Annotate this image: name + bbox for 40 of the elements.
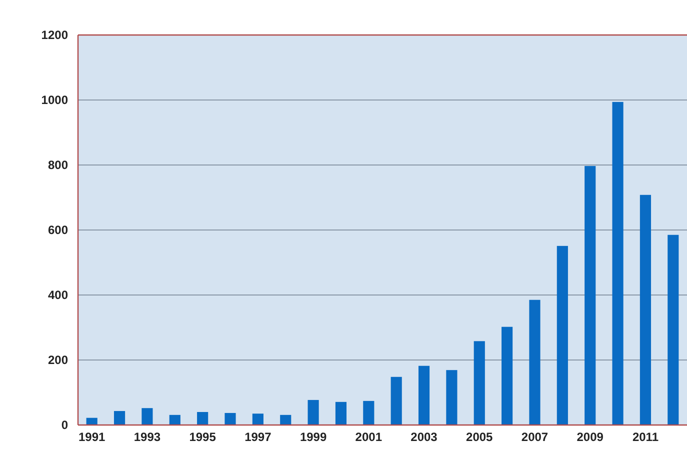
bar: [556, 246, 568, 425]
bar: [502, 326, 513, 425]
x-tick-label: 1993: [134, 430, 161, 444]
y-tick-label: 1000: [41, 93, 68, 108]
bar: [640, 194, 652, 425]
y-tick-label: 200: [48, 353, 68, 368]
x-tick-label: 2011: [632, 430, 659, 444]
x-tick-label: 2001: [355, 430, 382, 444]
bar: [363, 400, 374, 425]
bar: [584, 166, 596, 425]
x-tick-label: 2007: [521, 430, 548, 444]
bar: [142, 408, 153, 425]
y-tick-label: 600: [48, 223, 68, 238]
bar: [474, 341, 485, 425]
bar: [446, 370, 458, 425]
x-tick-label: 2003: [410, 430, 438, 444]
x-tick-label: 1997: [244, 430, 272, 444]
bar: [114, 411, 126, 425]
bar: [86, 418, 98, 425]
bar: [280, 414, 292, 425]
x-tick-label: 2005: [466, 430, 494, 444]
bar: [335, 402, 347, 425]
x-tick-label: 2009: [576, 430, 604, 444]
y-tick-label: 400: [48, 288, 68, 302]
x-tick-label: 1991: [78, 430, 106, 444]
bar: [390, 376, 402, 425]
bar: [169, 414, 180, 425]
bar: [668, 234, 679, 425]
bar: [197, 412, 208, 425]
bar: [252, 414, 264, 425]
bar: [224, 412, 236, 425]
bar: [529, 300, 540, 425]
x-tick-label: 1999: [300, 430, 327, 444]
bar: [418, 366, 430, 425]
bar: [612, 102, 624, 425]
bar: [308, 400, 319, 425]
y-tick-label: 1200: [41, 28, 68, 42]
x-tick-label: 1995: [189, 430, 216, 444]
y-tick-label: 0: [61, 418, 68, 432]
y-tick-label: 800: [48, 158, 68, 172]
